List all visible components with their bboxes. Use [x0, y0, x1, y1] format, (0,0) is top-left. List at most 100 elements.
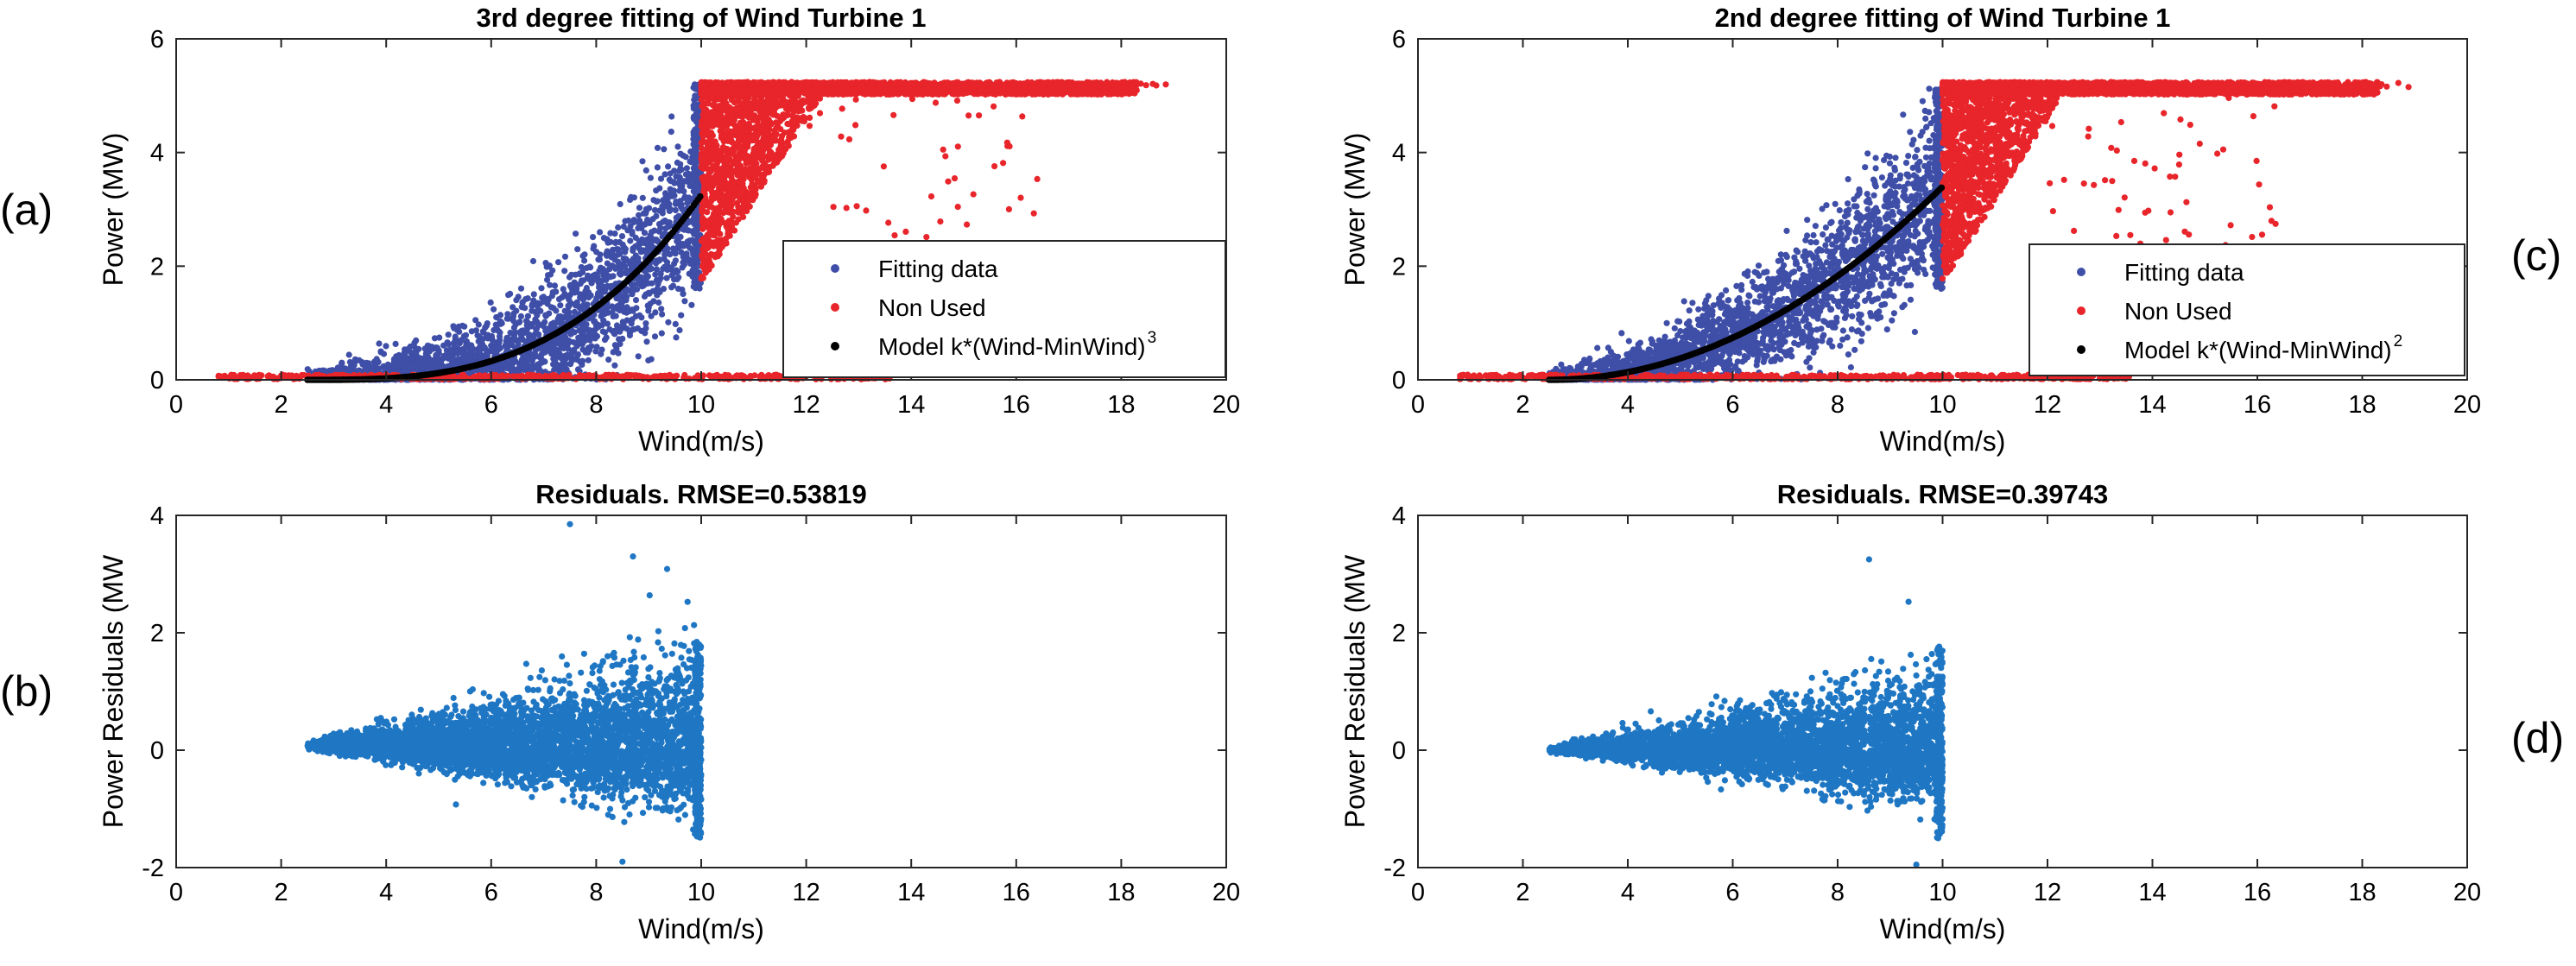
fitting-point	[674, 237, 680, 245]
fitting-point	[664, 245, 671, 252]
fitting-point	[658, 330, 665, 337]
fitting-point	[658, 306, 665, 313]
fitting-point	[605, 357, 612, 363]
fitting-point	[402, 361, 409, 368]
fitting-point	[613, 344, 620, 351]
fitting-point	[380, 350, 388, 357]
fitting-point	[600, 283, 607, 290]
fitting-point	[445, 331, 452, 338]
fitting-point	[519, 361, 526, 369]
fitting-point	[487, 299, 494, 306]
non-used-point	[730, 140, 737, 147]
fitting-point	[661, 171, 668, 178]
fitting-point	[581, 257, 588, 264]
fitting-point	[617, 200, 623, 208]
non-used-point	[784, 110, 791, 117]
fitting-point	[504, 334, 511, 342]
fitting-point	[654, 164, 661, 171]
non-used-point	[750, 157, 757, 164]
fitting-point	[641, 230, 649, 237]
non-used-point	[740, 145, 747, 152]
fitting-point	[636, 279, 643, 286]
fitting-point	[666, 263, 673, 271]
fitting-point	[557, 352, 565, 359]
fitting-point	[647, 174, 655, 181]
non-used-point	[764, 167, 771, 174]
fitting-point	[596, 256, 604, 263]
fitting-point	[623, 309, 630, 316]
fitting-point	[604, 320, 611, 327]
fitting-point	[510, 324, 518, 331]
fitting-point	[541, 319, 548, 325]
fitting-point	[529, 362, 536, 369]
fitting-point	[645, 307, 652, 314]
fitting-point	[504, 311, 511, 318]
non-used-point	[749, 180, 756, 187]
non-used-point	[737, 121, 744, 128]
fitting-point	[651, 227, 658, 234]
fitting-point	[603, 334, 610, 341]
fitting-point	[452, 333, 459, 340]
non-used-point	[709, 102, 716, 109]
fitting-point	[505, 292, 512, 299]
fitting-point	[693, 159, 699, 166]
fitting-point	[623, 256, 630, 262]
fitting-point	[384, 361, 391, 368]
fitting-point	[571, 300, 579, 308]
fitting-point	[622, 245, 630, 253]
fitting-point	[422, 357, 429, 364]
fitting-point	[628, 193, 635, 200]
fitting-point	[561, 268, 568, 275]
fitting-point	[590, 272, 597, 280]
fitting-point	[691, 267, 699, 274]
non-used-point	[731, 147, 737, 154]
fitting-point	[590, 245, 597, 252]
fitting-point	[579, 346, 586, 353]
fitting-point	[687, 237, 693, 244]
fitting-point	[661, 190, 669, 197]
fitting-point	[554, 362, 561, 369]
fitting-point	[680, 290, 687, 298]
fitting-point	[552, 346, 559, 353]
fitting-point	[447, 346, 454, 353]
fitting-point	[624, 268, 631, 275]
fitting-point	[564, 313, 571, 319]
fitting-point	[491, 345, 499, 352]
fitting-point	[598, 322, 605, 329]
fitting-point	[491, 306, 497, 313]
fitting-point	[446, 353, 453, 360]
fitting-point	[548, 320, 555, 328]
fitting-point	[670, 249, 677, 256]
fitting-point	[550, 356, 557, 363]
fitting-point	[638, 327, 645, 334]
panel-label-d: (d)	[2511, 714, 2564, 762]
fitting-point	[661, 256, 668, 262]
fitting-point	[542, 312, 549, 319]
fitting-point	[515, 340, 522, 348]
fitting-point	[668, 129, 674, 136]
fitting-point	[630, 325, 637, 332]
fitting-point	[680, 243, 687, 249]
fitting-point	[625, 217, 632, 224]
fitting-point	[600, 271, 607, 278]
fitting-point	[690, 129, 697, 136]
fitting-point	[643, 219, 650, 226]
fitting-point	[636, 212, 642, 218]
fitting-point	[304, 366, 311, 373]
fitting-point	[639, 238, 646, 245]
fitting-point	[642, 320, 649, 327]
fitting-point	[539, 357, 546, 364]
fitting-point	[529, 334, 536, 341]
fitting-point	[636, 312, 643, 319]
fitting-point	[648, 313, 655, 319]
fitting-point	[665, 163, 672, 170]
non-used-point	[709, 204, 716, 211]
fitting-point	[649, 280, 655, 287]
fitting-point	[676, 326, 683, 334]
fitting-point	[581, 251, 588, 258]
fitting-point	[402, 353, 408, 360]
fitting-point	[650, 197, 657, 204]
fitting-point	[618, 233, 626, 240]
